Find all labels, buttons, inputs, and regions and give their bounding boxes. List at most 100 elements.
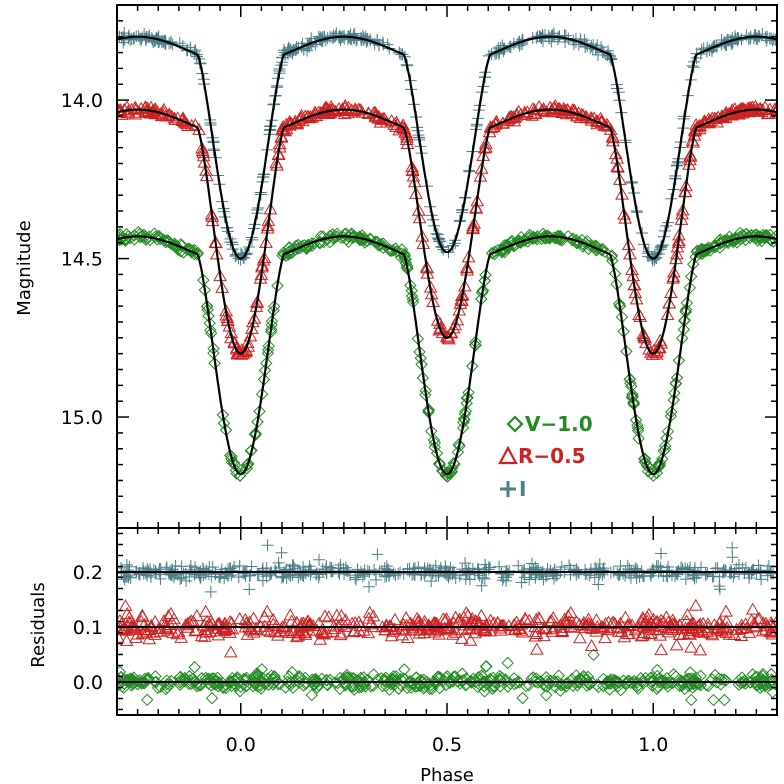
data-point-diamond [457, 412, 471, 426]
residual-point-triangle [284, 614, 299, 627]
residual-point-plus [518, 571, 531, 584]
residual-point-diamond [552, 669, 565, 682]
residual-point-triangle [532, 610, 546, 623]
residual-point-plus [755, 573, 768, 586]
data-point-triangle [243, 329, 258, 342]
residual-point-plus [163, 568, 176, 581]
data-point-diamond [149, 230, 162, 244]
residual-point-diamond [267, 673, 280, 686]
data-point-diamond [623, 372, 637, 386]
residual-point-diamond [346, 680, 360, 693]
residual-point-diamond [685, 693, 698, 707]
data-point-triangle [460, 263, 475, 276]
data-point-diamond [208, 357, 221, 370]
residual-point-triangle [704, 626, 719, 639]
residual-point-plus [460, 568, 473, 581]
residual-point-plus [427, 564, 440, 577]
data-point-diamond [631, 424, 645, 437]
residual-point-diamond [251, 668, 264, 682]
data-point-triangle [603, 122, 618, 135]
residual-point-triangle [719, 622, 734, 635]
data-point-diamond [685, 270, 698, 283]
data-point-triangle [758, 100, 773, 113]
residual-point-triangle [203, 624, 218, 637]
residual-point-diamond [678, 682, 691, 696]
residual-point-triangle [701, 617, 715, 630]
residual-point-diamond [151, 681, 165, 694]
residual-point-plus [175, 560, 188, 573]
data-point-diamond [353, 231, 366, 244]
residual-point-diamond [228, 677, 241, 691]
data-point-plus [726, 31, 739, 44]
data-point-triangle [127, 101, 142, 114]
data-point-plus [572, 38, 585, 51]
data-point-diamond [203, 317, 216, 330]
residual-point-triangle [253, 619, 268, 632]
data-point-diamond [363, 232, 377, 246]
residual-point-plus [179, 567, 192, 580]
residual-point-diamond [228, 674, 241, 687]
data-point-diamond [186, 244, 199, 257]
y-tick-label: 0.0 [73, 672, 103, 694]
residual-point-triangle [696, 616, 710, 629]
residual-series-r [117, 598, 777, 658]
y-tick-label: 0.2 [73, 562, 103, 584]
residual-point-triangle [209, 624, 224, 637]
residual-point-plus [313, 568, 326, 581]
data-point-triangle [397, 122, 412, 135]
data-point-triangle [768, 106, 777, 119]
data-point-triangle [352, 102, 366, 115]
residual-zero-lines [117, 571, 777, 683]
residual-point-triangle [318, 609, 332, 622]
residual-point-triangle [139, 625, 154, 638]
residual-point-plus [480, 563, 493, 576]
residual-point-triangle [282, 625, 297, 638]
residual-point-triangle [238, 612, 253, 626]
residual-point-plus [188, 568, 201, 581]
data-point-triangle [341, 100, 356, 113]
data-point-diamond [632, 432, 645, 445]
residual-point-triangle [263, 624, 278, 637]
residual-point-triangle [734, 618, 749, 631]
residual-point-triangle [352, 624, 367, 637]
residual-point-diamond [734, 676, 748, 690]
residual-point-triangle [637, 626, 651, 639]
data-point-diamond [610, 278, 623, 291]
residual-point-triangle [680, 608, 695, 621]
residual-point-diamond [305, 688, 319, 702]
residual-point-triangle [414, 623, 429, 636]
residual-point-diamond [205, 691, 219, 705]
data-point-diamond [216, 408, 230, 422]
residual-point-triangle [573, 631, 587, 644]
residual-point-triangle [634, 629, 649, 642]
residual-point-plus [478, 572, 491, 585]
light-curve-points [117, 27, 777, 483]
residual-point-diamond [174, 674, 187, 687]
data-point-diamond [595, 244, 609, 257]
residual-point-plus [679, 573, 692, 586]
data-point-triangle [762, 102, 777, 115]
data-point-diamond [369, 235, 382, 248]
data-point-diamond [267, 300, 281, 313]
residual-point-diamond [340, 668, 353, 682]
data-point-triangle [435, 326, 450, 339]
residual-point-diamond [217, 681, 230, 694]
data-point-triangle [654, 336, 669, 349]
data-point-diamond [191, 246, 205, 260]
data-point-triangle [367, 105, 381, 118]
residual-point-triangle [679, 614, 694, 627]
residual-point-plus [593, 563, 606, 576]
residual-point-diamond [308, 678, 321, 691]
data-point-triangle [132, 105, 147, 118]
residual-point-triangle [464, 616, 478, 629]
residual-point-triangle [217, 624, 232, 637]
residual-point-plus [204, 585, 217, 598]
data-point-triangle [282, 114, 297, 127]
data-point-triangle [652, 340, 667, 353]
residual-point-triangle [459, 606, 474, 619]
residual-point-triangle [353, 619, 368, 632]
residual-point-triangle [621, 619, 635, 632]
residual-point-diamond [766, 686, 777, 699]
x-tick-label: 0.5 [432, 734, 462, 756]
residual-point-triangle [362, 611, 376, 624]
